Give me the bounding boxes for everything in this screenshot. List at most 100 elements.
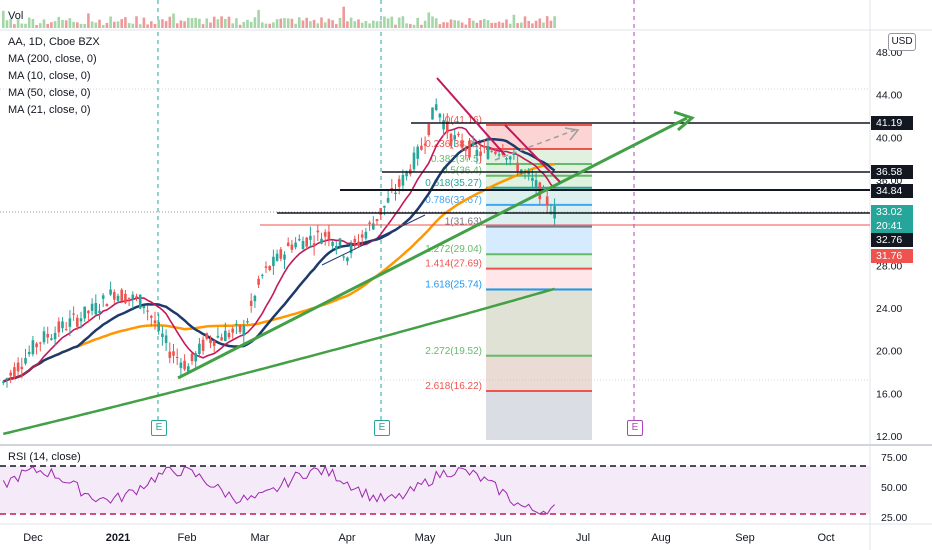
candle-body bbox=[249, 300, 253, 306]
candle-body bbox=[383, 205, 386, 208]
candle-body bbox=[87, 310, 90, 314]
candle-body bbox=[101, 295, 105, 299]
price-tag-32-76: 32.76 bbox=[871, 233, 913, 247]
candle-body bbox=[442, 120, 445, 130]
candle-body bbox=[360, 234, 364, 238]
volume-bar bbox=[194, 17, 197, 28]
candle-body bbox=[272, 256, 275, 267]
volume-bar bbox=[409, 23, 412, 28]
volume-bar bbox=[98, 19, 101, 28]
volume-bar bbox=[153, 23, 157, 28]
volume-bar bbox=[87, 13, 90, 28]
volume-bar bbox=[342, 6, 345, 28]
candle-body bbox=[187, 366, 190, 372]
candle-body bbox=[449, 133, 453, 146]
candle-body bbox=[46, 333, 49, 338]
fib-level-label: 0.382(37.5) bbox=[431, 154, 482, 165]
time-tick-label: Aug bbox=[651, 532, 671, 544]
volume-bar bbox=[101, 24, 105, 28]
time-axis[interactable]: Dec 2021 Feb Mar Apr May Jun Jul Aug Sep Oct bbox=[23, 532, 834, 544]
candle-body bbox=[168, 351, 172, 358]
candle-body bbox=[338, 238, 342, 246]
time-tick-label: Mar bbox=[251, 532, 270, 544]
candle-body bbox=[372, 223, 375, 230]
candle-body bbox=[42, 331, 46, 343]
candle-body bbox=[79, 318, 83, 322]
candle-body bbox=[238, 325, 242, 332]
volume-bar bbox=[16, 18, 20, 28]
volume-bars bbox=[2, 6, 556, 29]
candle-body bbox=[264, 266, 268, 268]
candle-body bbox=[13, 367, 16, 378]
fib-extension-zone[interactable] bbox=[486, 124, 592, 440]
time-tick-label: Jun bbox=[494, 532, 512, 544]
candle-body bbox=[483, 146, 486, 148]
time-tick-label: Oct bbox=[817, 532, 834, 544]
fib-level-label: 0(41.16) bbox=[445, 115, 482, 126]
volume-bar bbox=[72, 21, 75, 28]
currency-button[interactable]: USD bbox=[888, 33, 916, 51]
candle-body bbox=[545, 196, 549, 206]
volume-bar bbox=[346, 21, 349, 28]
volume-bar bbox=[545, 16, 549, 28]
horizontal-levels[interactable] bbox=[260, 122, 870, 226]
trendlines[interactable] bbox=[177, 77, 695, 380]
volume-bar bbox=[549, 20, 553, 28]
volume-bar bbox=[423, 20, 427, 28]
price-tag-41-19: 41.19 bbox=[871, 116, 913, 130]
candle-body bbox=[386, 197, 390, 203]
volume-bar bbox=[405, 23, 408, 28]
volume-bar bbox=[42, 19, 46, 28]
candle-body bbox=[316, 230, 320, 233]
volume-bar bbox=[90, 21, 94, 28]
candle-body bbox=[216, 335, 220, 338]
time-tick-label: Dec bbox=[23, 532, 43, 544]
candle-body bbox=[368, 222, 371, 224]
candle-body bbox=[412, 152, 416, 170]
candle-body bbox=[105, 304, 109, 307]
time-tick-label: Feb bbox=[178, 532, 197, 544]
fib-level-label: 0.236(38.91) bbox=[425, 139, 482, 150]
earnings-badge-jul[interactable]: E bbox=[627, 420, 643, 436]
volume-bar bbox=[316, 23, 320, 28]
volume-bar bbox=[224, 18, 227, 28]
candle-body bbox=[224, 330, 227, 342]
candle-body bbox=[142, 306, 146, 309]
volume-bar bbox=[360, 22, 364, 28]
volume-bar bbox=[2, 10, 5, 29]
candle-body bbox=[353, 238, 357, 243]
candle-body bbox=[16, 362, 20, 372]
volume-bar bbox=[364, 20, 368, 28]
candle-body bbox=[294, 242, 297, 248]
volume-bar bbox=[468, 18, 471, 28]
volume-bar bbox=[327, 18, 331, 28]
earnings-badge-apr[interactable]: E bbox=[374, 420, 390, 436]
candle-body bbox=[257, 278, 260, 285]
candle-body bbox=[446, 121, 449, 133]
candle-body bbox=[127, 297, 131, 299]
legend-ma21: MA (21, close, 0) bbox=[8, 104, 91, 116]
volume-bar bbox=[5, 20, 9, 28]
candle-body bbox=[53, 332, 57, 340]
volume-bar bbox=[420, 24, 423, 28]
volume-bar bbox=[227, 16, 231, 28]
candle-body bbox=[364, 231, 368, 239]
candle-body bbox=[301, 241, 305, 250]
volume-bar bbox=[261, 22, 264, 28]
candle-body bbox=[64, 329, 68, 331]
volume-bar bbox=[460, 22, 464, 28]
candle-body bbox=[61, 321, 64, 329]
volume-bar bbox=[531, 23, 534, 28]
volume-bar bbox=[379, 20, 382, 28]
earnings-badge-jan[interactable]: E bbox=[151, 420, 167, 436]
volume-bar bbox=[534, 20, 538, 28]
rsi-label: RSI (14, close) bbox=[8, 451, 81, 463]
price-tick-label: 20.00 bbox=[876, 346, 902, 358]
volume-bar bbox=[486, 20, 490, 28]
volume-bar bbox=[390, 16, 394, 28]
candle-body bbox=[516, 162, 519, 172]
volume-bar bbox=[172, 13, 175, 28]
candle-body bbox=[457, 133, 460, 136]
volume-bar bbox=[257, 9, 260, 28]
